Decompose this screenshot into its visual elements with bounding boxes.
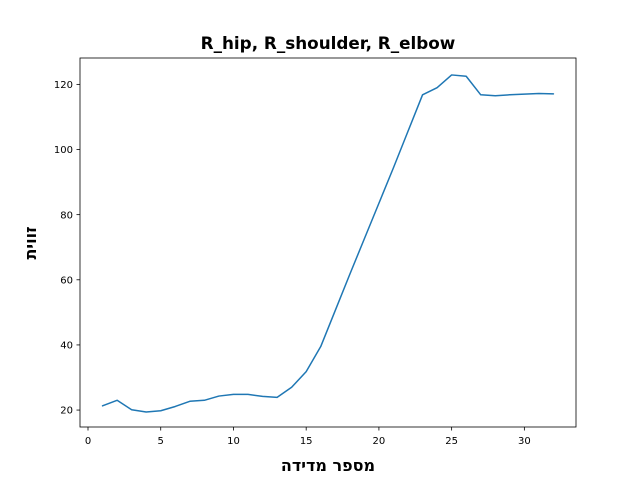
plot-frame [79, 57, 577, 428]
y-tick-label: 100 [54, 145, 73, 156]
x-axis-label: מספר מדידה [281, 456, 375, 475]
x-tick-label: 5 [158, 436, 164, 447]
y-tick-label: 20 [60, 406, 73, 417]
x-tick-label: 20 [373, 436, 386, 447]
x-tick-label: 30 [518, 436, 531, 447]
chart-title: R_hip, R_shoulder, R_elbow [201, 33, 456, 53]
x-axis-ticks: 0 5 10 15 20 25 30 [85, 427, 531, 447]
y-tick-label: 80 [60, 210, 73, 221]
x-tick-label: 10 [227, 436, 240, 447]
series-layer [101, 74, 555, 413]
x-tick-label: 25 [445, 436, 458, 447]
x-tick-label: 15 [300, 436, 313, 447]
y-tick-label: 120 [54, 80, 73, 91]
y-axis-label: זווית [21, 226, 40, 259]
y-tick-label: 40 [60, 341, 73, 352]
series-line [101, 74, 555, 413]
y-axis-ticks: 20 40 60 80 100 120 [54, 80, 80, 417]
y-tick-label: 60 [60, 275, 73, 286]
x-tick-label: 0 [85, 436, 91, 447]
